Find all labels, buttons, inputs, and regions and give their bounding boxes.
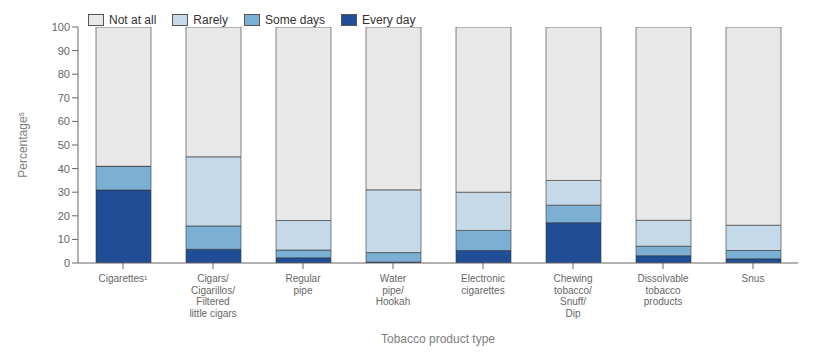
svg-text:20: 20 — [58, 210, 70, 222]
svg-text:30: 30 — [58, 186, 70, 198]
svg-text:70: 70 — [58, 92, 70, 104]
svg-text:Cigars/Cigarillos/Filteredlitt: Cigars/Cigarillos/Filteredlittle cigars — [189, 273, 236, 319]
html-text:Some days: Some days — [265, 13, 326, 27]
svg-text:Chewingtobacco/Snuff/Dip: Chewingtobacco/Snuff/Dip — [554, 273, 593, 319]
svg-text:60: 60 — [58, 115, 70, 127]
svg-text:Cigarettes¹: Cigarettes¹ — [99, 273, 149, 284]
svg-text:Waterpipe/Hookah: Waterpipe/Hookah — [376, 273, 410, 307]
svg-text:80: 80 — [58, 68, 70, 80]
svg-text:90: 90 — [58, 45, 70, 57]
svg-text:Tobacco product type: Tobacco product type — [381, 332, 495, 346]
svg-text:40: 40 — [58, 163, 70, 175]
svg-text:Electroniccigarettes: Electroniccigarettes — [461, 273, 505, 296]
svg-text:Snus: Snus — [742, 273, 765, 284]
svg-text:0: 0 — [64, 257, 70, 269]
svg-text:10: 10 — [58, 233, 70, 245]
svg-text:100: 100 — [52, 21, 70, 33]
svg-text:Percentageˢ: Percentageˢ — [16, 112, 30, 177]
svg-text:50: 50 — [58, 139, 70, 151]
html-text:Not at all: Not at all — [109, 13, 157, 27]
svg-text:Dissolvabletobaccoproducts: Dissolvabletobaccoproducts — [637, 273, 689, 307]
svg-text:Regularpipe: Regularpipe — [285, 273, 321, 296]
html-text:Rarely: Rarely — [193, 13, 228, 27]
html-text:Every day: Every day — [362, 13, 416, 27]
